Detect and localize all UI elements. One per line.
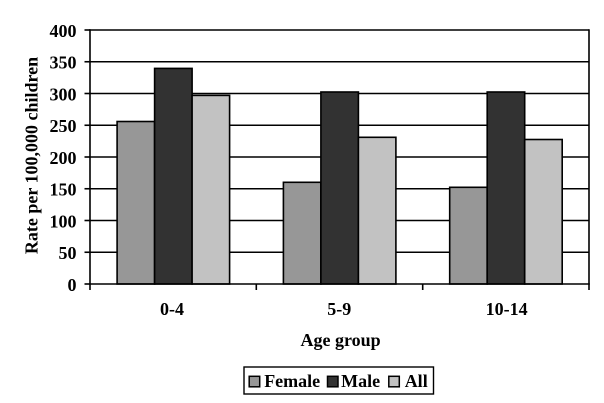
- svg-text:Male: Male: [341, 371, 380, 391]
- svg-text:50: 50: [59, 243, 77, 263]
- svg-text:All: All: [405, 371, 428, 391]
- svg-text:5-9: 5-9: [327, 299, 351, 319]
- svg-text:Age group: Age group: [301, 330, 381, 350]
- svg-text:400: 400: [50, 21, 77, 41]
- svg-text:10-14: 10-14: [486, 299, 528, 319]
- svg-text:250: 250: [50, 116, 77, 136]
- svg-text:0: 0: [68, 275, 77, 295]
- svg-text:100: 100: [50, 211, 77, 231]
- svg-text:200: 200: [50, 148, 77, 168]
- svg-text:Female: Female: [264, 371, 320, 391]
- svg-text:0-4: 0-4: [160, 299, 184, 319]
- svg-text:300: 300: [50, 84, 77, 104]
- svg-text:350: 350: [50, 53, 77, 73]
- svg-text:Rate per 100,000 children: Rate per 100,000 children: [22, 57, 42, 254]
- svg-text:150: 150: [50, 180, 77, 200]
